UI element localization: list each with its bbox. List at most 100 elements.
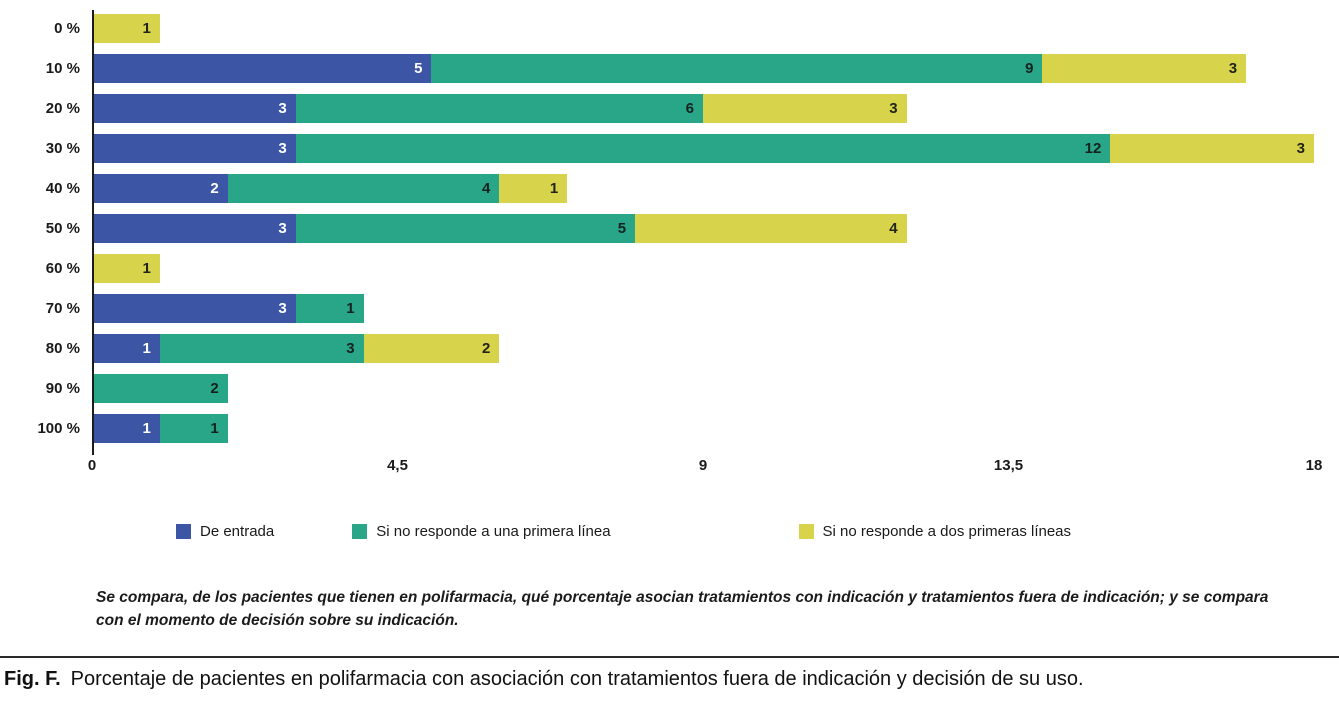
bar-value-label: 2 [210,380,219,397]
bar-value-label: 5 [617,220,627,237]
bar-segment: 2 [92,374,228,403]
bar-segment: 1 [295,294,364,323]
bar-track: 1 [92,254,1314,283]
bar-row: 90 % 2 [14,374,1314,403]
bar-value-label: 6 [685,100,694,117]
y-axis-label: 70 % [45,300,80,317]
y-axis-label: 100 % [37,420,80,437]
bar-segment: 3 [92,94,296,123]
caption-divider [0,656,1339,658]
x-axis: 0 4,5 9 13,5 18 [88,457,1323,477]
bar-segment: 3 [702,94,907,123]
bar-segment: 3 [92,294,296,323]
bar-value-label: 3 [346,340,355,357]
bar-segment: 12 [295,134,1111,163]
bar-value-label: 1 [142,260,151,277]
bar-track: 2 [92,374,1314,403]
y-axis-label: 40 % [45,180,80,197]
bar-value-label: 1 [346,300,355,317]
bar-row: 70 % 3 1 [14,294,1314,323]
bar-track: 3 12 3 [92,134,1314,163]
bar-value-label: 3 [278,100,287,117]
bar-row: 30 % 3 12 3 [14,134,1314,163]
y-axis-label: 10 % [45,60,80,77]
y-axis-label: 30 % [45,140,80,157]
x-tick-label: 13,5 [993,457,1024,474]
figure-caption-text: Porcentaje de pacientes en polifarmacia … [70,668,1084,690]
bar-segment: 4 [635,214,907,243]
bar-segment: 1 [92,254,160,283]
bar-segment: 3 [92,214,296,243]
bar-row: 80 % 1 3 2 [14,334,1314,363]
bar-segment: 3 [1042,54,1247,83]
bar-value-label: 3 [889,100,898,117]
bar-value-label: 3 [1296,140,1305,157]
bar-row: 0 % 1 [14,14,1314,43]
bar-track: 1 [92,14,1314,43]
legend-swatch [176,524,191,539]
bar-value-label: 4 [889,220,898,237]
bar-track: 5 9 3 [92,54,1314,83]
figure-label: Fig. F. [4,668,61,690]
bar-segment: 1 [92,414,160,443]
bar-segment: 4 [227,174,500,203]
bar-segment: 2 [92,174,228,203]
bar-row: 20 % 3 6 3 [14,94,1314,123]
legend-label: De entrada [200,523,275,540]
y-axis-label: 90 % [45,380,80,397]
bar-value-label: 1 [142,20,151,37]
bar-row: 10 % 5 9 3 [14,54,1314,83]
bar-segment: 1 [159,414,228,443]
bar-row: 60 % 1 [14,254,1314,283]
bar-segment: 6 [295,94,703,123]
chart-note: Se compara, de los pacientes que tienen … [96,589,1269,630]
bar-value-label: 1 [142,420,151,437]
bar-segment: 3 [92,134,296,163]
bar-segment: 3 [1110,134,1314,163]
stacked-bar-chart: 0 % 1 10 % 5 9 3 20 % 3 6 3 30 % 3 12 3 40 % 2 4 1 50 % 3 5 4… [14,10,1323,540]
y-axis-label: 60 % [45,260,80,277]
bar-value-label: 2 [481,340,491,357]
legend-swatch [352,524,368,539]
legend-item: Si no responde a dos primeras líneas [798,523,1072,540]
bar-value-label: 1 [210,420,219,437]
bar-row: 50 % 3 5 4 [14,214,1314,243]
y-axis-line [92,10,94,455]
bar-value-label: 9 [1025,60,1034,77]
y-axis-label: 20 % [45,100,80,117]
legend-item: Si no responde a una primera línea [352,523,611,540]
bar-value-label: 4 [481,180,491,197]
y-axis-label: 80 % [45,340,80,357]
bar-value-label: 3 [278,220,287,237]
bar-segment: 2 [363,334,500,363]
bar-track: 3 6 3 [92,94,1314,123]
bar-value-label: 12 [1084,140,1102,157]
y-axis-label: 0 % [54,20,80,37]
legend: De entrada Si no responde a una primera l… [176,523,1314,540]
x-tick-label: 4,5 [387,457,408,474]
legend-label: Si no responde a una primera línea [376,523,611,540]
bar-value-label: 3 [278,300,287,317]
bar-segment: 3 [159,334,364,363]
bar-value-label: 1 [549,180,559,197]
figure-caption: Fig. F. Porcentaje de pacientes en polifa… [4,668,1336,691]
bar-value-label: 3 [278,140,287,157]
x-tick-label: 9 [698,457,708,474]
bar-segment: 1 [92,334,160,363]
bar-value-label: 5 [414,60,423,77]
bar-value-label: 2 [210,180,219,197]
legend-label: Si no responde a dos primeras líneas [822,523,1072,540]
bar-row: 40 % 2 4 1 [14,174,1314,203]
bar-segment: 5 [295,214,636,243]
y-axis-label: 50 % [45,220,80,237]
bar-segment: 9 [431,54,1043,83]
bar-value-label: 3 [1228,60,1238,77]
bar-segment: 1 [499,174,568,203]
legend-item: De entrada [176,523,274,540]
bar-row: 100 % 1 1 [14,414,1314,443]
legend-swatch [798,524,814,539]
plot-rows: 0 % 1 10 % 5 9 3 20 % 3 6 3 30 % 3 12 3 40 % 2 4 1 50 % 3 5 4… [14,10,1314,455]
